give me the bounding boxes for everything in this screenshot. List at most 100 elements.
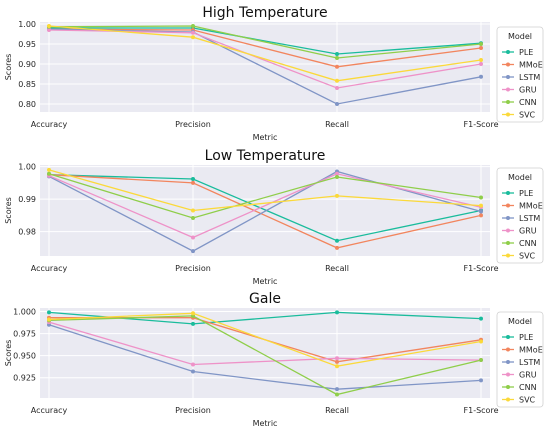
- series-line-lstm: [48, 324, 482, 390]
- series-line-cnn: [48, 25, 482, 59]
- legend-title: Model: [508, 32, 532, 41]
- series-line-mmoe: [48, 174, 482, 249]
- x-tick-label: F1-Score: [464, 264, 499, 273]
- y-tick-label: 0.950: [13, 352, 36, 361]
- y-tick-label: 0.925: [13, 374, 36, 383]
- data-point-svc: [47, 167, 51, 172]
- data-point-ple: [335, 310, 339, 315]
- data-point-cnn: [335, 175, 339, 180]
- data-point-ple: [479, 316, 483, 321]
- legend-swatch-marker: [506, 62, 510, 67]
- data-point-ple: [335, 238, 339, 243]
- y-tick-label: 0.85: [18, 80, 36, 89]
- legend-swatch-marker: [506, 191, 510, 195]
- series-line-mmoe: [48, 28, 482, 68]
- data-point-svc: [191, 311, 195, 316]
- data-point-gru: [191, 30, 195, 35]
- data-point-svc: [335, 78, 339, 83]
- legend-swatch-marker: [506, 87, 510, 92]
- legend-swatch-marker: [506, 360, 510, 364]
- legend-swatch-marker: [506, 385, 510, 389]
- data-point-gru: [191, 362, 195, 367]
- legend-swatch-marker: [506, 100, 510, 104]
- chart-panel-3: 0.925 0.950 0.975 1.000 Accuracy Precision Rec…: [4, 291, 544, 428]
- data-point-cnn: [191, 24, 195, 28]
- data-point-svc: [479, 203, 483, 208]
- legend: Model PLE MMoE LSTM GRU CNN SVC: [496, 26, 544, 123]
- legend: Model PLE MMoE LSTM GRU CNN SVC: [496, 311, 544, 408]
- x-tick-label: F1-Score: [464, 120, 499, 129]
- data-point-lstm: [191, 369, 195, 374]
- legend-swatch-marker: [506, 112, 510, 117]
- legend-label: PLE: [519, 333, 533, 342]
- legend-label: LSTM: [519, 214, 540, 223]
- plot-area: [40, 22, 490, 112]
- x-tick-label: Recall: [325, 264, 349, 273]
- chart-title: Gale: [249, 291, 281, 307]
- data-point-svc: [47, 317, 51, 322]
- series-line-svc: [48, 25, 482, 82]
- data-point-mmoe: [191, 180, 195, 185]
- y-tick-label: 0.80: [18, 100, 36, 109]
- legend-label: GRU: [519, 371, 537, 380]
- x-axis-label: Metric: [253, 277, 278, 286]
- legend-label: MMoE: [519, 202, 543, 211]
- data-point-mmoe: [335, 359, 339, 364]
- legend-label: PLE: [519, 48, 533, 57]
- data-point-lstm: [479, 209, 483, 214]
- legend-swatch-marker: [506, 50, 510, 54]
- data-point-cnn: [335, 56, 339, 60]
- data-point-mmoe: [335, 245, 339, 250]
- legend-title: Model: [508, 173, 532, 182]
- chart-panel-1: 0.80 0.85 0.90 0.95 1.00 Accuracy Precision Rec…: [4, 5, 544, 142]
- data-point-mmoe: [335, 64, 339, 69]
- series-line-lstm: [48, 170, 482, 252]
- data-point-svc: [479, 58, 483, 62]
- y-axis-label: Scores: [4, 197, 13, 224]
- legend-label: GRU: [519, 227, 537, 236]
- x-axis-label: Metric: [253, 133, 278, 142]
- data-point-gru: [191, 235, 195, 240]
- legend-swatch-marker: [506, 372, 510, 377]
- series-line-svc: [48, 312, 482, 367]
- data-point-gru: [335, 356, 339, 361]
- legend-swatch-marker: [506, 241, 510, 245]
- data-point-lstm: [335, 102, 339, 106]
- data-point-svc: [335, 193, 339, 198]
- legend-label: CNN: [519, 98, 537, 107]
- data-point-gru: [335, 171, 339, 176]
- data-point-cnn: [191, 215, 195, 220]
- legend-label: CNN: [519, 239, 537, 248]
- legend-title: Model: [508, 317, 532, 326]
- series-line-cnn: [48, 315, 482, 396]
- y-tick-label: 0.95: [18, 40, 36, 49]
- legend-swatch-marker: [506, 203, 510, 208]
- data-point-cnn: [479, 195, 483, 200]
- series-line-gru: [48, 173, 482, 239]
- data-point-lstm: [335, 387, 339, 392]
- series-line-lstm: [48, 28, 482, 105]
- data-point-ple: [191, 321, 195, 326]
- series-line-ple: [49, 27, 482, 55]
- data-point-gru: [335, 86, 339, 90]
- x-tick-label: F1-Score: [464, 406, 499, 415]
- x-tick-label: Recall: [325, 406, 349, 415]
- legend-label: PLE: [519, 189, 533, 198]
- x-tick-label: Accuracy: [31, 406, 68, 415]
- y-tick-label: 1.000: [13, 308, 36, 317]
- legend-swatch-marker: [506, 253, 510, 258]
- data-point-cnn: [479, 358, 483, 363]
- series-line-cnn: [48, 173, 482, 219]
- legend-label: SVC: [519, 111, 536, 120]
- x-axis-label: Metric: [253, 419, 278, 428]
- data-point-ple: [47, 310, 51, 315]
- legend-label: CNN: [519, 383, 537, 392]
- data-point-ple: [335, 52, 339, 56]
- y-tick-label: 0.98: [18, 228, 36, 237]
- legend-label: LSTM: [519, 358, 540, 367]
- legend-label: GRU: [519, 86, 537, 95]
- data-point-svc: [191, 35, 195, 40]
- data-point-cnn: [335, 392, 339, 397]
- data-point-lstm: [479, 378, 483, 383]
- y-tick-label: 1.00: [18, 20, 36, 29]
